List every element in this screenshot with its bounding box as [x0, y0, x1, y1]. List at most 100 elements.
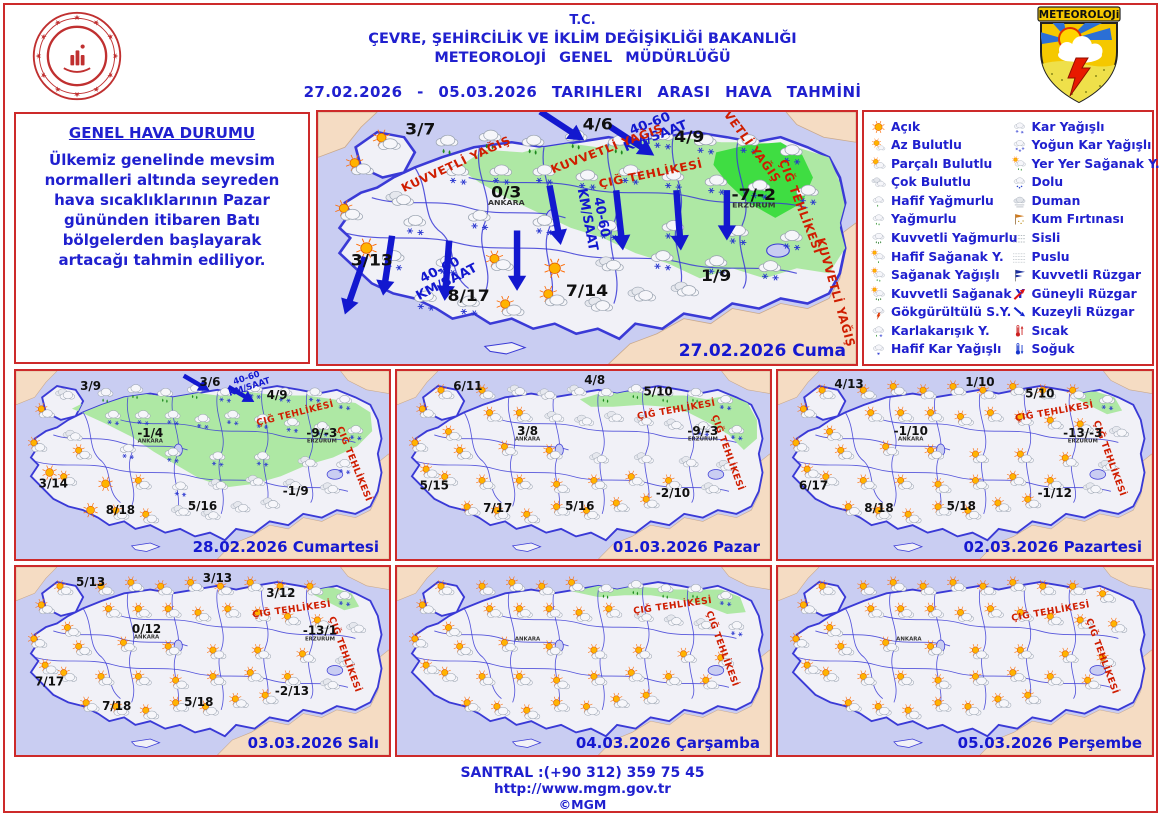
- svg-text:7/17: 7/17: [35, 674, 64, 688]
- ministry-seal-logo: ★ ★ ★★ ★★ ★★ ★★ ★★: [32, 11, 122, 101]
- svg-text:3/9: 3/9: [80, 379, 101, 393]
- map-date-label: 28.02.2026 Cumartesi: [192, 538, 379, 556]
- svg-text:-2/13: -2/13: [275, 684, 309, 698]
- svg-text:5/18: 5/18: [184, 695, 213, 709]
- map-date-label: 02.03.2026 Pazartesi: [963, 538, 1143, 556]
- legend-item: Kuvvetli Sağanak Y: [869, 285, 1025, 302]
- svg-text:ANKARA: ANKARA: [898, 437, 924, 443]
- legend-item-label: Kuvvetli Rüzgar: [1031, 268, 1142, 283]
- map-date-label: 04.03.2026 Çarşamba: [575, 734, 760, 752]
- legend-item-label: Yağmurlu: [891, 212, 957, 227]
- svg-text:7/18: 7/18: [102, 699, 131, 713]
- legend-item-label: Kuvvetli Yağmurlu: [891, 230, 1018, 245]
- parcali-icon: [871, 156, 886, 169]
- svg-text:5/16: 5/16: [565, 499, 594, 513]
- legend-col-right: Kar Yağışlı Yoğun Kar Yağışlı Yer Yer Sağa…: [1010, 118, 1160, 358]
- daily-map-5[interactable]: ÇIĞ TEHLİKESİ ÇIĞ TEHLİKESİ ANKARA 04.03.20…: [395, 565, 772, 757]
- guneyli-icon: [1013, 288, 1025, 300]
- svg-text:★: ★: [52, 84, 63, 95]
- legend-item: Hafif Kar Yağışlı: [869, 341, 1010, 358]
- legend-item-label: Kuzeyli Rüzgar: [1031, 305, 1135, 320]
- footer-url: http://www.mgm.gov.tr: [494, 781, 671, 797]
- svg-text:5/18: 5/18: [947, 499, 976, 513]
- seal-wave: [63, 67, 91, 73]
- legend-item-label: Sisli: [1031, 230, 1061, 245]
- daily-map-2[interactable]: ÇIĞ TEHLİKESİ ÇIĞ TEHLİKESİ 6/11 4/8 5/10 3/8…: [395, 369, 772, 561]
- svg-text:-7/-2: -7/-2: [732, 186, 777, 204]
- map-date-label: 27.02.2026 Cuma: [678, 341, 846, 361]
- legend: Açık Az Bulutlu Parçalı Bulutlu Çok Bulutlu…: [862, 110, 1160, 366]
- svg-text:7/14: 7/14: [566, 281, 608, 299]
- svg-text:5/10: 5/10: [1025, 386, 1054, 400]
- svg-text:ERZURUM: ERZURUM: [305, 636, 335, 642]
- legend-item: Kum Fırtınası: [1010, 211, 1151, 228]
- legend-item: Güneyli Rüzgar: [1010, 285, 1151, 302]
- daily-map-4[interactable]: ÇIĞ TEHLİKESİ ÇIĞ TEHLİKESİ 5/13 3/13 3/12 0/…: [14, 565, 391, 757]
- legend-item: Yer Yer Sağanak Y.: [1010, 155, 1160, 172]
- shield-banner-text: METEOROLOJi: [1039, 9, 1120, 21]
- svg-text:8/18: 8/18: [864, 501, 893, 515]
- legend-item: Kuzeyli Rüzgar: [1010, 304, 1151, 321]
- legend-item: Parçalı Bulutlu: [869, 155, 1010, 172]
- duman-icon: [1013, 196, 1025, 208]
- legend-item: Hafif Yağmurlu: [869, 192, 1010, 209]
- svg-text:-9/-3: -9/-3: [306, 426, 337, 440]
- cok-icon: [871, 177, 886, 187]
- svg-text:5/16: 5/16: [188, 499, 217, 513]
- map-date-label: 01.03.2026 Pazar: [612, 538, 760, 556]
- svg-text:3/13: 3/13: [351, 251, 393, 269]
- svg-text:-2/10: -2/10: [656, 486, 690, 500]
- svg-text:ANKARA: ANKARA: [488, 198, 525, 207]
- legend-item: Kar Yağışlı: [1010, 118, 1151, 135]
- legend-item-label: Duman: [1031, 193, 1081, 208]
- svg-text:★: ★: [111, 53, 120, 60]
- svg-text:ERZURUM: ERZURUM: [1068, 438, 1098, 444]
- svg-text:-9/-3: -9/-3: [687, 424, 718, 438]
- seal-buildings: [70, 44, 85, 66]
- daily-map-1[interactable]: 40-60KM/SAAT ÇIĞ TEHLİKESİ ÇIĞ TEHLİKESİ 3/…: [14, 369, 391, 561]
- shield-lightning-icon: [1067, 57, 1091, 97]
- legend-item-label: Parçalı Bulutlu: [891, 156, 993, 171]
- ruzgar-icon: [1014, 269, 1025, 282]
- svg-text:ANKARA: ANKARA: [515, 437, 541, 443]
- svg-text:3/12: 3/12: [266, 586, 295, 600]
- svg-text:★: ★: [34, 52, 43, 59]
- legend-item: Gökgürültülü S.Y.: [869, 304, 1011, 321]
- svg-text:3/13: 3/13: [203, 571, 232, 585]
- svg-text:-1/12: -1/12: [1038, 486, 1072, 500]
- daily-map-6[interactable]: ÇIĞ TEHLİKESİ ÇIĞ TEHLİKESİ ANKARA 05.03.20…: [776, 565, 1154, 757]
- kum-icon: [1014, 214, 1024, 225]
- legend-item: Hafif Sağanak Y.: [869, 248, 1010, 265]
- svg-text:8/17: 8/17: [448, 286, 490, 304]
- svg-text:6/17: 6/17: [799, 478, 828, 492]
- legend-item-label: Soğuk: [1031, 342, 1075, 357]
- title-directorate: METEOROLOJİ GENEL MÜDÜRLÜĞÜ: [434, 50, 731, 66]
- title-ministry: ÇEVRE, ŞEHİRCİLİK VE İKLİM DEĞİŞİKLİĞİ B…: [368, 31, 797, 47]
- svg-text:5/10: 5/10: [643, 384, 672, 398]
- svg-text:-13/1: -13/1: [303, 624, 337, 638]
- svg-text:4/9: 4/9: [674, 128, 704, 146]
- legend-item-label: Sağanak Yağışlı: [891, 268, 1000, 283]
- svg-text:ANKARA: ANKARA: [515, 636, 541, 642]
- sicak-icon: [1015, 324, 1023, 337]
- svg-text:ERZURUM: ERZURUM: [732, 201, 775, 210]
- svg-text:-1/4: -1/4: [137, 426, 163, 440]
- svg-text:ANKARA: ANKARA: [896, 636, 922, 642]
- svg-text:0/12: 0/12: [132, 622, 161, 636]
- svg-text:ERZURUM: ERZURUM: [688, 437, 718, 443]
- page-border: [3, 3, 1158, 813]
- date-range-title: 27.02.2026 - 05.03.2026 TARIHLERI ARASI …: [303, 83, 862, 101]
- kuzeyli-icon: [1013, 307, 1025, 317]
- main-forecast-map[interactable]: 40-60KM/SAAT 40-60KM/SAAT 40-60KM/SAAT KUVV…: [316, 110, 858, 366]
- daily-map-3[interactable]: ÇIĞ TEHLİKESİ ÇIĞ TEHLİKESİ 4/13 1/10 5/10 -1…: [776, 369, 1154, 561]
- svg-text:4/6: 4/6: [583, 115, 613, 133]
- rain2-icon: [872, 214, 885, 226]
- general-outlook-title: GENEL HAVA DURUMU: [68, 124, 256, 142]
- kar3-icon: [1013, 140, 1025, 153]
- sag3-icon: [871, 285, 885, 301]
- footer-copyright: ©MGM: [558, 797, 607, 812]
- svg-text:-13/-3: -13/-3: [1063, 426, 1102, 440]
